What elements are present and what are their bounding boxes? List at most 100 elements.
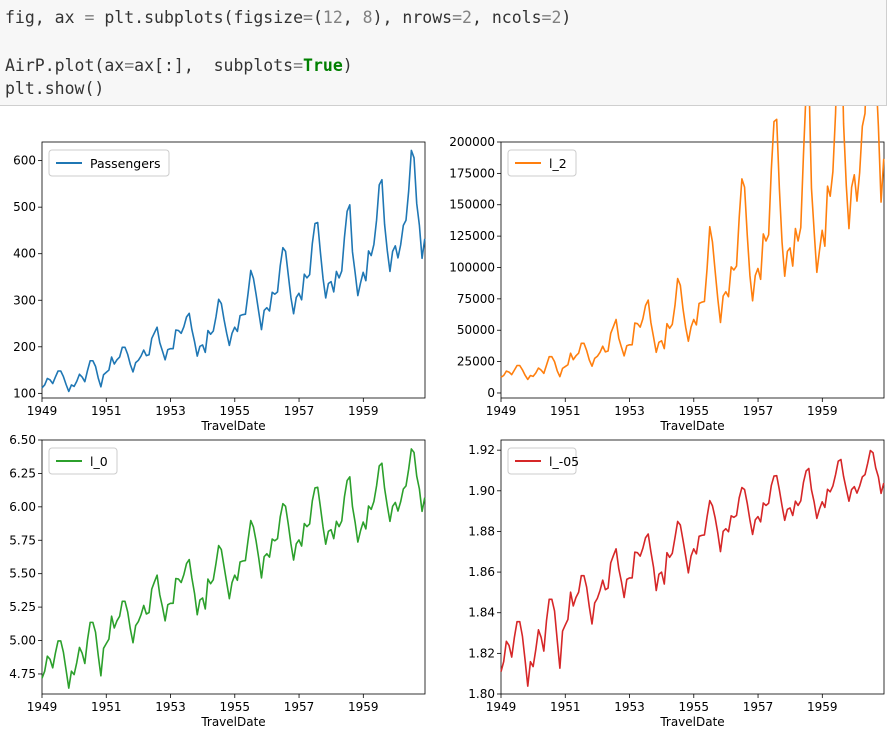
y-tick-label: 1.88 [468, 524, 495, 538]
x-tick-label: 1955 [220, 404, 251, 418]
y-tick-label: 4.75 [9, 667, 36, 681]
legend: l_0 [48, 447, 118, 475]
y-tick-label: 25000 [457, 355, 495, 369]
legend-label: Passengers [90, 156, 161, 171]
axes-frame [500, 439, 885, 695]
code-token: plt.show() [5, 79, 105, 98]
x-tick-label: 1949 [27, 404, 58, 418]
code-line-1: fig, ax = plt.subplots(figsize=(12, 8), … [5, 8, 571, 28]
code-operator: = [293, 56, 304, 75]
legend-label: l_0 [90, 454, 108, 469]
x-tick-label: 1959 [807, 404, 838, 418]
y-tick-label: 125000 [449, 229, 495, 243]
code-number: 8 [362, 8, 373, 27]
y-tick-label: 5.50 [9, 567, 36, 581]
code-operator: = [124, 56, 135, 75]
x-tick-label: 1951 [91, 404, 122, 418]
code-cell[interactable]: fig, ax = plt.subplots(figsize=(12, 8), … [0, 0, 887, 106]
x-tick-label: 1953 [614, 700, 645, 714]
code-operator: = [303, 8, 313, 27]
y-tick-label: 300 [13, 293, 36, 307]
x-tick-label: 1949 [27, 700, 58, 714]
legend-box [507, 447, 577, 475]
y-tick-label: 175000 [449, 166, 495, 180]
x-tick-label: 1949 [486, 404, 517, 418]
x-axis-label: TravelDate [200, 715, 265, 729]
y-tick-label: 500 [13, 200, 36, 214]
code-token: fig, ax [5, 8, 85, 27]
x-axis-label: TravelDate [659, 715, 724, 729]
x-tick-label: 1955 [679, 404, 710, 418]
code-line-2: AirP.plot(ax=ax[:], subplots=True) [5, 56, 353, 76]
y-tick-label: 6.50 [9, 433, 36, 447]
y-tick-label: 200000 [449, 135, 495, 149]
x-tick-label: 1957 [284, 404, 315, 418]
x-tick-label: 1951 [91, 700, 122, 714]
subplot-4: 1.80 1.82 1.84 1.86 1.88 1.90 1.92 1949 1951 1953… [468, 439, 885, 729]
y-tick-label: 100 [13, 386, 36, 400]
x-tick-label: 1953 [155, 700, 186, 714]
axes-frame [41, 141, 426, 399]
code-operator: = [84, 8, 95, 27]
x-tick-label: 1957 [743, 404, 774, 418]
legend: Passengers [48, 149, 170, 177]
code-operator: = [452, 8, 463, 27]
code-token: ( [312, 8, 323, 27]
code-token: AirP.plot(ax [5, 56, 125, 75]
series-line-Passengers [41, 149, 426, 393]
y-tick-label: 600 [13, 154, 36, 168]
series-line-l_-05 [500, 449, 885, 687]
y-tick-label: 5.25 [9, 600, 36, 614]
y-tick-label: 6.00 [9, 500, 36, 514]
y-tick-label: 1.84 [468, 606, 495, 620]
axes-frame [500, 141, 885, 399]
y-tick-label: 150000 [449, 198, 495, 212]
code-operator: = [541, 8, 552, 27]
code-token: ), nrows [372, 8, 453, 27]
x-tick-label: 1951 [550, 404, 581, 418]
code-token: , [342, 8, 363, 27]
y-tick-label: 100000 [449, 260, 495, 274]
code-token: , ncols [471, 8, 542, 27]
subplot-2: 0 25000 50000 75000 100000 125000 150000 175000… [449, 0, 885, 433]
legend-box [507, 149, 577, 177]
code-token: plt.subplots(figsize [94, 8, 304, 27]
y-tick-label: 1.82 [468, 646, 495, 660]
legend-box [48, 149, 170, 177]
y-tick-label: 6.25 [9, 466, 36, 480]
code-number: 2 [551, 8, 562, 27]
legend-box [48, 447, 118, 475]
y-tick-label: 5.00 [9, 634, 36, 648]
x-tick-label: 1955 [679, 700, 710, 714]
x-tick-label: 1949 [486, 700, 517, 714]
subplot-1: 100 200 300 400 500 600 1949 1951 1953 1955 1957 19… [13, 141, 426, 433]
legend: l_-05 [507, 447, 579, 475]
y-tick-label: 75000 [457, 292, 495, 306]
legend: l_2 [507, 149, 577, 177]
legend-label: l_2 [549, 156, 567, 171]
y-tick-label: 50000 [457, 323, 495, 337]
y-tick-label: 1.90 [468, 484, 495, 498]
series-line-l_2 [500, 0, 885, 381]
x-axis-label: TravelDate [200, 419, 265, 433]
series-line-l_0 [41, 448, 426, 689]
x-tick-label: 1959 [348, 404, 379, 418]
x-tick-label: 1953 [155, 404, 186, 418]
subplot-3: 4.75 5.00 5.25 5.50 5.75 6.00 6.25 6.50 1949 1951… [9, 433, 426, 729]
x-tick-label: 1959 [348, 700, 379, 714]
code-token: ) [561, 8, 572, 27]
x-axis-label: TravelDate [659, 419, 724, 433]
y-tick-label: 1.92 [468, 443, 495, 457]
subplots-figure: 100 200 300 400 500 600 1949 1951 1953 1955 1957 19… [9, 0, 885, 729]
y-tick-label: 5.75 [9, 533, 36, 547]
x-tick-label: 1951 [550, 700, 581, 714]
x-tick-label: 1953 [614, 404, 645, 418]
code-token: ax[:], subplots [134, 56, 294, 75]
y-tick-label: 1.86 [468, 565, 495, 579]
x-tick-label: 1957 [743, 700, 774, 714]
y-tick-label: 200 [13, 340, 36, 354]
y-tick-label: 1.80 [468, 687, 495, 701]
legend-label: l_-05 [549, 454, 579, 469]
code-line-3: plt.show() [5, 79, 104, 99]
